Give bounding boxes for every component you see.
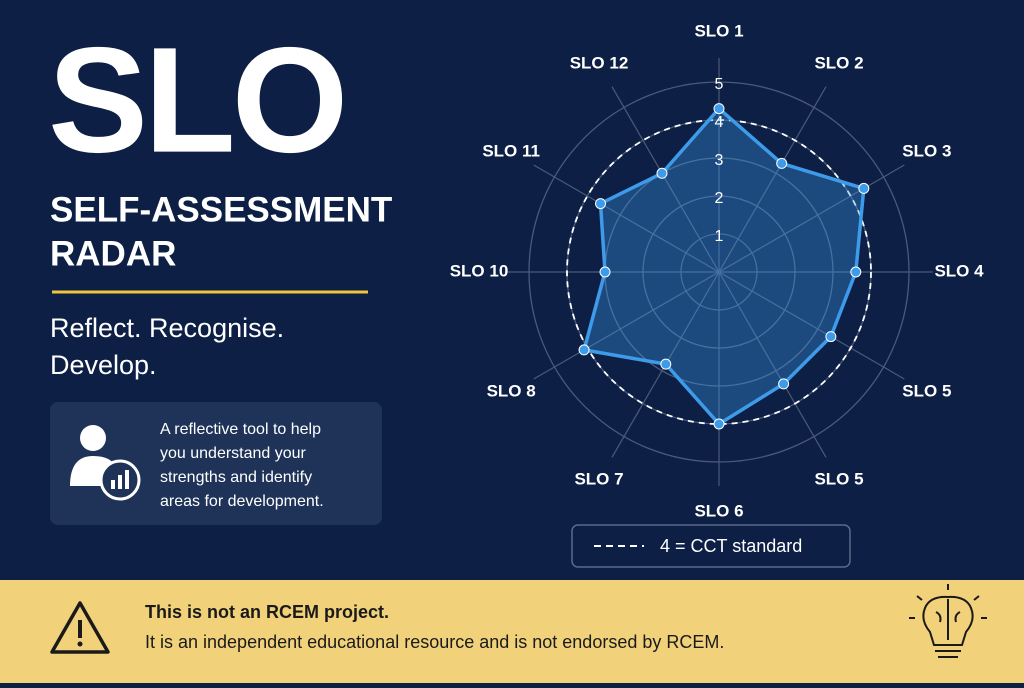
r-tick-label: 1: [715, 228, 724, 245]
radar-point: [778, 378, 790, 390]
radar-point: [656, 167, 668, 179]
spoke: [718, 164, 905, 273]
radar-point: [713, 103, 725, 115]
axis-label: SLO 5: [814, 469, 863, 488]
r-tick-label: 3: [715, 152, 724, 169]
axis-label: SLO 5: [902, 381, 951, 400]
r-tick-label: 4: [715, 114, 724, 131]
radar-point: [858, 182, 870, 194]
axis-label: SLO 10: [450, 261, 509, 280]
tagline: Develop.: [50, 350, 157, 380]
radar-chart: SLO 1 SLO 2 SLO 3 SLO 4 SLO 5 SLO 5 SLO 6 SLO 7…: [450, 21, 984, 520]
axis-label: SLO 7: [574, 469, 623, 488]
axis-label: SLO 12: [570, 54, 629, 73]
legend-label: 4 = CCT standard: [660, 536, 802, 556]
tagline: Reflect. Recognise.: [50, 313, 284, 343]
info-text: areas for development.: [160, 493, 324, 510]
radar-point: [850, 266, 862, 278]
spoke: [718, 271, 905, 380]
notice-heading: This is not an RCEM project.: [145, 602, 389, 622]
axis-label: SLO 1: [694, 21, 743, 40]
person-icon: [70, 425, 141, 501]
r-tick-label: 5: [715, 76, 724, 93]
axis-label: SLO 11: [482, 141, 540, 160]
axis-label: SLO 8: [487, 381, 536, 400]
brain-bulb-icon: [909, 584, 987, 658]
radar-point: [825, 331, 837, 343]
radar-point: [599, 266, 611, 278]
info-text: strengths and identify: [160, 469, 312, 486]
radar-point: [578, 344, 590, 356]
warning-icon: [50, 601, 110, 654]
spoke: [718, 86, 827, 273]
radar-point: [713, 418, 725, 430]
title: SLO: [48, 16, 344, 184]
radar-point: [776, 157, 788, 169]
radar-point: [660, 358, 672, 370]
axis-label: SLO 6: [694, 501, 743, 520]
r-tick-label: 2: [715, 190, 724, 207]
subtitle: SELF-ASSESSMENT: [50, 190, 392, 229]
reference-ring: [566, 119, 872, 425]
radar-point: [595, 198, 607, 210]
info-text: A reflective tool to help: [160, 421, 321, 438]
axis-label: SLO 3: [902, 141, 951, 160]
subtitle: RADAR: [50, 234, 176, 273]
spoke: [533, 271, 720, 380]
spoke: [718, 271, 827, 458]
axis-label: SLO 2: [814, 54, 863, 73]
notice-band: [0, 580, 1024, 683]
legend-box: [571, 524, 851, 568]
spoke: [611, 86, 720, 273]
axis-label: SLO 4: [934, 261, 984, 280]
spoke: [533, 164, 720, 273]
notice-text: It is an independent educational resourc…: [145, 632, 724, 652]
info-text: you understand your: [160, 445, 307, 462]
